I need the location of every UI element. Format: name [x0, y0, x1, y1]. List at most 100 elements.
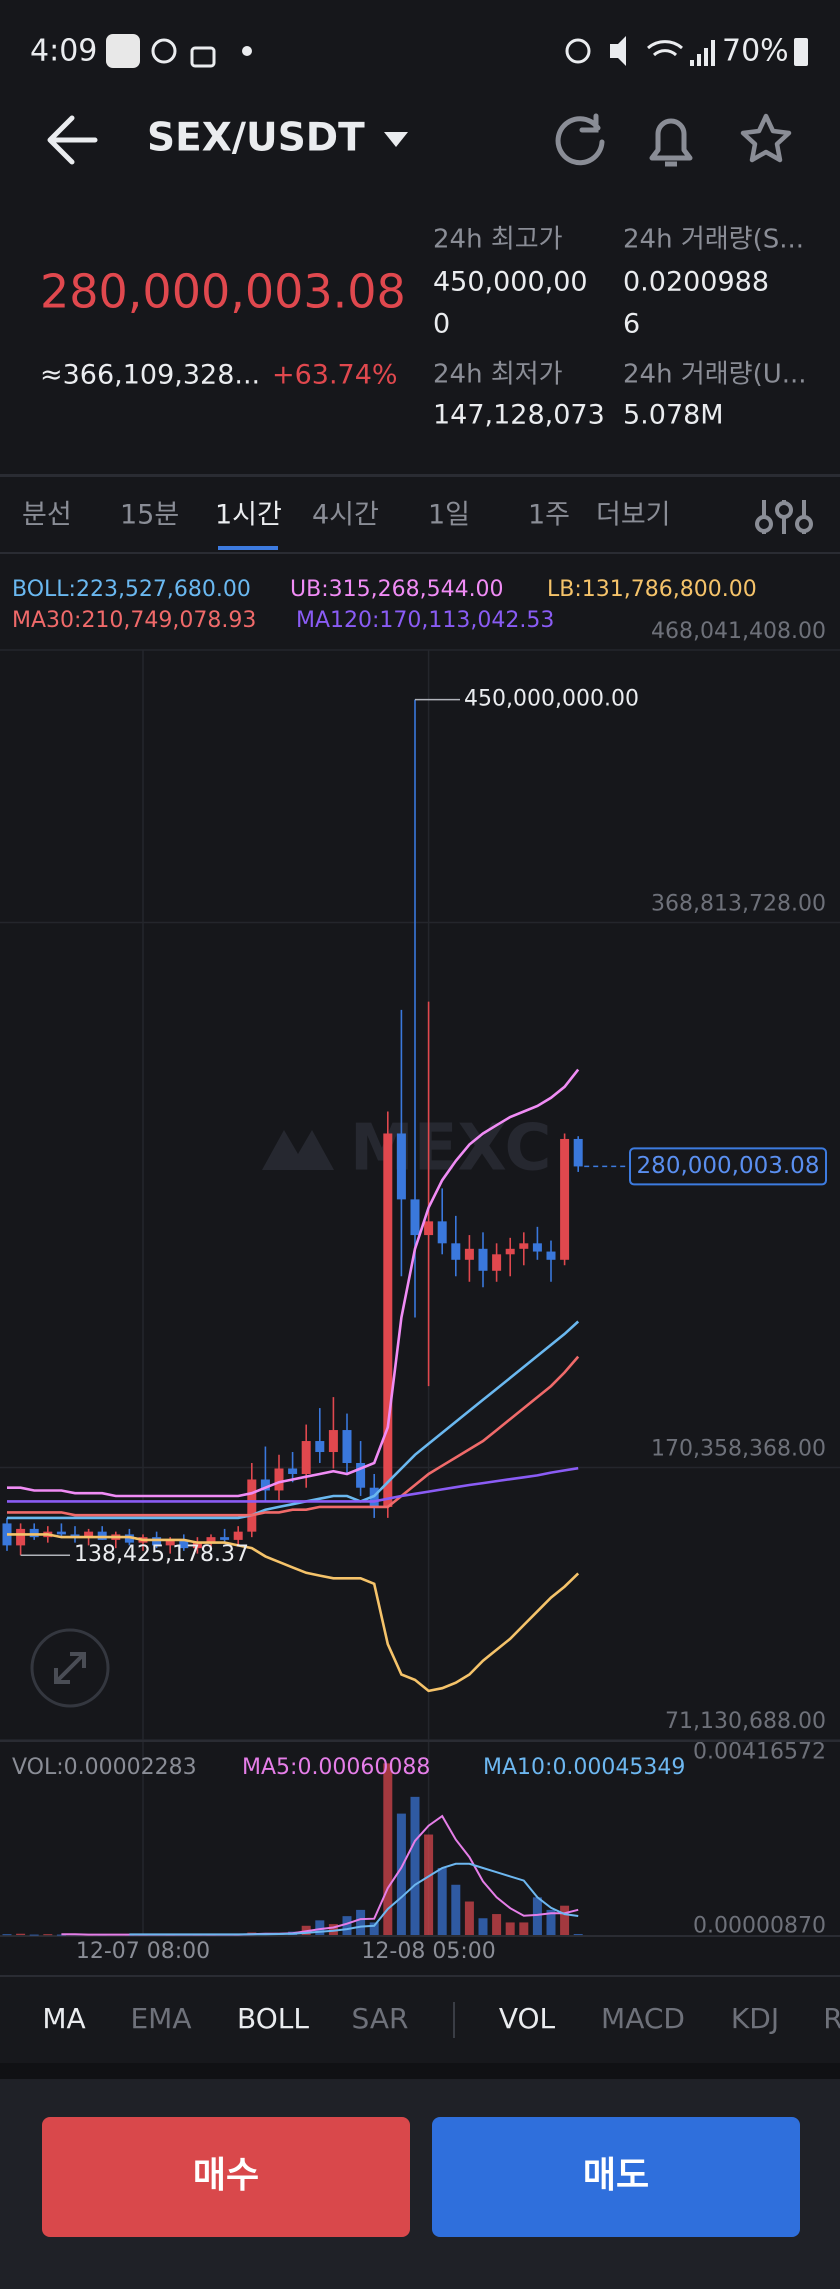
status-mute	[610, 36, 626, 66]
candle-body	[315, 1441, 325, 1453]
active-underline	[218, 546, 278, 550]
interval-tab[interactable]: 4시간	[312, 500, 379, 531]
pair-title[interactable]: SEX/USDT	[147, 116, 365, 161]
legend-entry: LB:131,786,800.00	[547, 577, 757, 602]
last-price-tag	[629, 1147, 827, 1186]
candle-body	[328, 1430, 338, 1453]
candle-body	[410, 1199, 420, 1236]
expand-button[interactable]	[30, 1628, 110, 1708]
indicator-tabs: MA EMA BOLL SAR VOL MACD KDJ R	[42, 2002, 840, 2035]
status-battery: 70%	[722, 34, 789, 69]
volume-bar	[43, 1934, 53, 1936]
candle-body	[505, 1248, 515, 1255]
indicator-tab[interactable]: MACD	[601, 2002, 685, 2035]
legend-entry: MA30:210,749,078.93	[12, 608, 256, 633]
interval-tab[interactable]: 1주	[528, 500, 570, 531]
expand-icon	[54, 1652, 86, 1684]
candle-body	[16, 1528, 26, 1546]
y-tick-label: 0.00416572	[693, 1740, 826, 1765]
status-dot	[242, 46, 252, 56]
indicator-tab[interactable]: SAR	[352, 2002, 409, 2035]
candle-body	[124, 1534, 134, 1543]
volume-bar	[532, 1897, 542, 1935]
candle-body	[70, 1534, 80, 1538]
x-tick-label: 12-07 08:00	[76, 1939, 210, 1964]
back-button[interactable]	[47, 115, 98, 165]
indicator-bar	[0, 1975, 840, 2063]
volume-bar	[2, 1934, 12, 1936]
candle-body	[233, 1531, 243, 1540]
refresh-button[interactable]	[555, 113, 605, 166]
candle-body	[84, 1531, 94, 1538]
price-change: +63.74%	[272, 360, 398, 391]
sell-label: 매도	[583, 2155, 649, 2196]
pair-dropdown[interactable]	[384, 132, 408, 147]
divider	[0, 1975, 840, 1977]
volume-bar	[342, 1916, 352, 1935]
interval-tab[interactable]: 1일	[428, 500, 470, 531]
indicator-line	[7, 1068, 580, 1498]
settings-knob	[775, 501, 793, 519]
volume-bar	[396, 1813, 406, 1935]
candle-body	[220, 1537, 230, 1540]
volume-bar	[410, 1796, 420, 1935]
candle-body	[451, 1243, 461, 1260]
price-chart: MEXC 12-07 08:00 12-08 05:00 71,130,688.00 1…	[0, 577, 840, 1964]
volume-bar	[315, 1920, 325, 1935]
settings-knob	[755, 515, 773, 533]
legend-entry: UB:315,268,544.00	[290, 577, 504, 602]
volume-bar	[560, 1905, 570, 1935]
favorite-button[interactable]	[740, 113, 792, 163]
indicator-line	[7, 1533, 580, 1693]
buy-button[interactable]	[42, 2117, 410, 2237]
interval-tab[interactable]: 1시간	[215, 500, 282, 531]
indicator-tab[interactable]: VOL	[499, 2002, 556, 2035]
indicator-tab[interactable]: EMA	[130, 2002, 191, 2035]
y-tick-label: 170,358,368.00	[651, 1437, 826, 1462]
legend-entry: BOLL:223,527,680.00	[12, 577, 251, 602]
candle-body	[573, 1138, 583, 1167]
candle-body	[396, 1133, 406, 1200]
indicator-tab[interactable]: BOLL	[237, 2002, 309, 2035]
interval-tab[interactable]: 더보기	[596, 500, 671, 531]
last-price-label: 280,000,003.08	[637, 1153, 820, 1179]
volume-bar	[356, 1909, 366, 1935]
candle-body	[97, 1531, 107, 1540]
interval-tab[interactable]: 15분	[120, 500, 179, 531]
indicator-tab[interactable]: KDJ	[731, 2002, 779, 2035]
stat-label: 24h 거래량(U...	[623, 360, 807, 390]
divider	[453, 2002, 455, 2038]
stat-value: 450,000,00	[433, 267, 588, 298]
stat-label: 24h 거래량(S...	[623, 225, 804, 255]
status-alarm	[565, 38, 591, 64]
stat-value: 0.0200988	[623, 267, 769, 298]
volume-bar	[383, 1763, 393, 1935]
stat-value: 147,128,073	[433, 400, 605, 431]
sell-button[interactable]	[432, 2117, 800, 2237]
indicator-tab[interactable]: R	[823, 2002, 840, 2035]
volume-bar	[464, 1901, 474, 1935]
volume-bar	[492, 1914, 502, 1935]
volume-bar	[573, 1934, 583, 1936]
y-tick-label: 0.00000870	[693, 1914, 826, 1939]
candle-body	[56, 1531, 66, 1535]
candle-body	[519, 1243, 529, 1249]
candle-body	[29, 1528, 39, 1538]
interval-tab[interactable]: 분선	[22, 500, 72, 531]
candle-body	[165, 1539, 175, 1546]
indicator-tab[interactable]: MA	[42, 2002, 85, 2035]
volume-bar	[519, 1922, 529, 1935]
volume-ma-line	[129, 1862, 579, 1936]
candle-body	[192, 1542, 202, 1549]
last-price: 280,000,003.08	[40, 265, 406, 319]
candle-body	[478, 1248, 488, 1271]
status-time: 4:09	[30, 34, 97, 69]
alert-button[interactable]	[649, 118, 693, 167]
battery-icon	[794, 38, 808, 66]
candle-body	[532, 1243, 542, 1252]
annotation-label: 138,425,178.37	[74, 1542, 249, 1567]
status-icon	[190, 46, 216, 68]
spacer	[0, 2063, 840, 2079]
